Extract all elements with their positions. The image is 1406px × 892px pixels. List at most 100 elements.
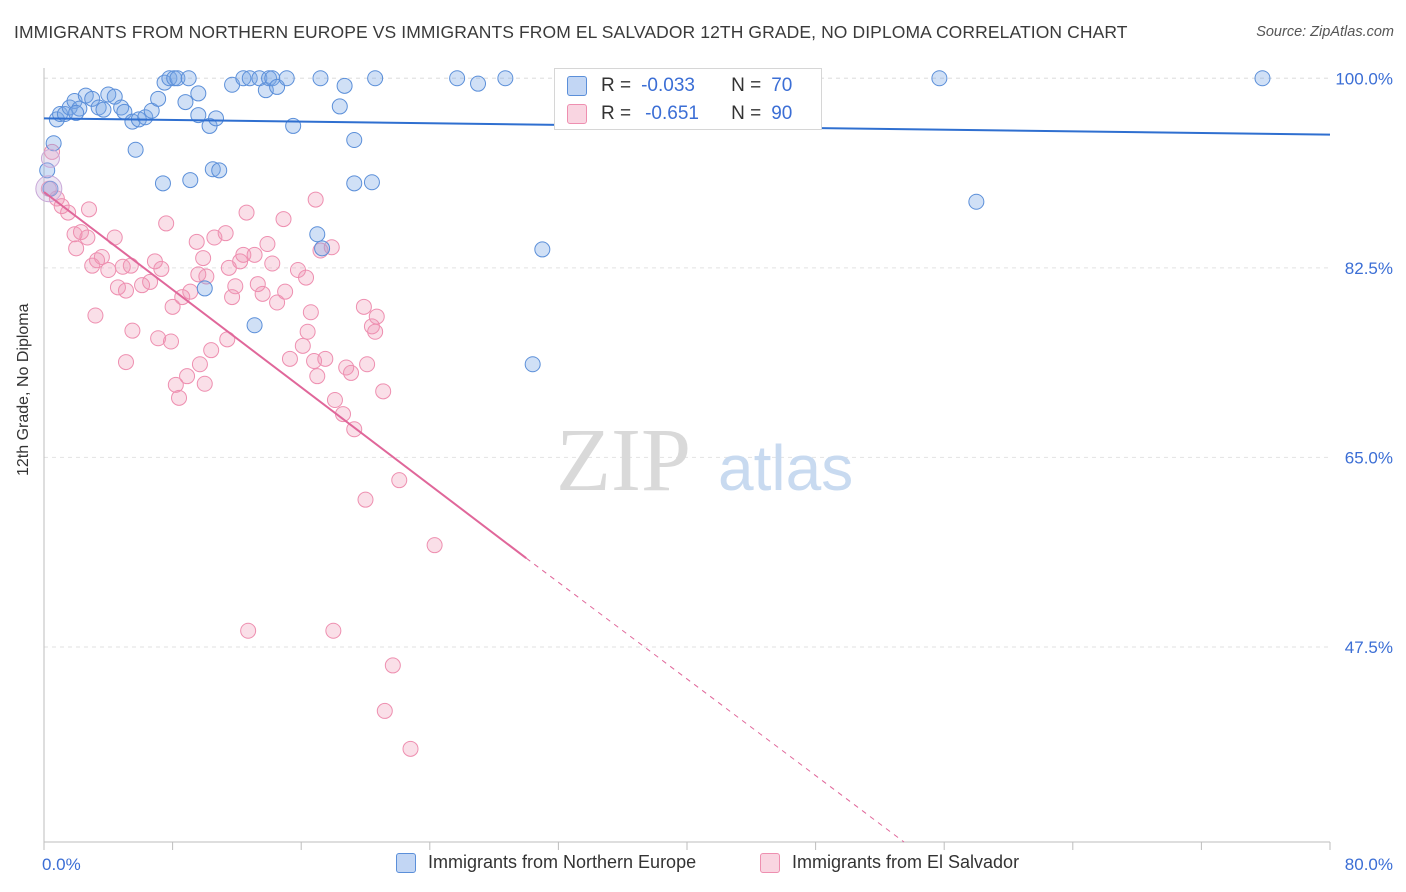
x-tick-label-max: 80.0% — [1345, 855, 1393, 874]
point-el-salvador-11 — [93, 249, 110, 265]
point-el-salvador-82 — [376, 702, 393, 719]
point-el-salvador-60 — [298, 269, 315, 286]
point-el-salvador-58 — [277, 283, 294, 300]
point-northern-europe-55 — [363, 174, 380, 191]
point-el-salvador-86 — [367, 323, 384, 340]
point-northern-europe-50 — [154, 175, 171, 192]
legend-item-el-salvador: Immigrants from El Salvador — [760, 852, 1019, 873]
stats-r-value-blue: -0.033 — [641, 75, 695, 96]
point-northern-europe-63 — [246, 317, 263, 334]
point-el-salvador-14 — [100, 262, 117, 278]
point-el-salvador-79 — [391, 472, 408, 489]
point-northern-europe-31 — [235, 70, 252, 87]
point-el-salvador-85 — [325, 622, 342, 639]
point-el-salvador-68 — [317, 350, 334, 367]
point-northern-europe-8 — [71, 100, 88, 117]
axes — [43, 68, 1331, 850]
point-el-salvador-20 — [124, 322, 141, 339]
point-el-salvador-38 — [203, 342, 220, 359]
point-northern-europe-62 — [196, 280, 213, 297]
stats-r-value-pink: -0.651 — [645, 103, 699, 124]
point-el-salvador-56 — [249, 276, 266, 293]
point-northern-europe-2 — [45, 135, 62, 152]
y-tick-label-3: 100.0% — [1335, 69, 1393, 88]
point-el-salvador-52 — [254, 285, 271, 302]
legend-label-northern-europe: Immigrants from Northern Europe — [428, 852, 697, 872]
point-overlap-medium — [40, 148, 60, 168]
y-tick-label-0: 47.5% — [1345, 638, 1393, 657]
point-northern-europe-49 — [127, 141, 144, 158]
point-el-salvador-87 — [299, 323, 316, 340]
point-el-salvador-48 — [235, 246, 252, 263]
point-overlap-large — [35, 175, 63, 203]
point-northern-europe-51 — [204, 161, 221, 178]
point-el-salvador-53 — [264, 255, 281, 272]
point-el-salvador-75 — [375, 383, 392, 400]
point-northern-europe-38 — [278, 70, 295, 87]
point-el-salvador-21 — [117, 354, 134, 371]
watermark-atlas: atlas — [718, 432, 853, 504]
legend-item-northern-europe: Immigrants from Northern Europe — [396, 852, 696, 873]
stats-n-label-blue: N = — [731, 75, 762, 96]
point-el-salvador-15 — [109, 279, 126, 296]
stats-swatch-blue — [567, 76, 587, 96]
point-el-salvador-34 — [167, 376, 184, 393]
point-el-salvador-62 — [302, 304, 319, 321]
point-northern-europe-15 — [113, 99, 130, 116]
point-el-salvador-26 — [158, 215, 175, 232]
point-northern-europe-52 — [211, 162, 228, 179]
point-northern-europe-59 — [314, 240, 331, 257]
point-el-salvador-39 — [188, 233, 205, 250]
point-el-salvador-22 — [134, 277, 151, 294]
point-northern-europe-43 — [449, 70, 466, 87]
point-el-salvador-66 — [294, 337, 311, 354]
point-el-salvador-40 — [195, 250, 212, 267]
point-el-salvador-25 — [153, 260, 170, 277]
point-northern-europe-32 — [241, 70, 258, 87]
point-el-salvador-72 — [355, 298, 372, 315]
point-el-salvador-80 — [426, 537, 443, 554]
point-el-salvador-31 — [182, 283, 199, 300]
point-el-salvador-13 — [87, 307, 104, 324]
point-northern-europe-36 — [264, 70, 281, 87]
point-el-salvador-51 — [246, 246, 263, 263]
point-el-salvador-33 — [198, 268, 215, 285]
point-el-salvador-54 — [259, 236, 276, 252]
point-northern-europe-17 — [124, 113, 141, 130]
point-northern-europe-69 — [68, 104, 85, 121]
chart-title: IMMIGRANTS FROM NORTHERN EUROPE VS IMMIG… — [14, 22, 1128, 42]
point-northern-europe-44 — [470, 75, 487, 92]
y-tick-label-2: 82.5% — [1345, 259, 1393, 278]
tick-labels: 47.5% 65.0% 82.5% 100.0% 0.0% 80.0% — [42, 69, 1393, 874]
point-northern-europe-66 — [1254, 70, 1271, 87]
point-el-salvador-18 — [122, 257, 139, 274]
point-el-salvador-57 — [269, 294, 286, 311]
legend-label-el-salvador: Immigrants from El Salvador — [792, 852, 1020, 872]
point-el-salvador-89 — [338, 359, 355, 376]
point-northern-europe-58 — [309, 226, 326, 243]
point-northern-europe-56 — [346, 132, 363, 148]
point-el-salvador-83 — [402, 740, 419, 757]
legend: Immigrants from Northern Europe Immigran… — [0, 852, 1406, 878]
point-el-salvador-23 — [142, 273, 159, 290]
stats-n-label-pink: N = — [731, 103, 762, 124]
point-northern-europe-28 — [190, 107, 207, 124]
point-el-salvador-36 — [179, 368, 196, 385]
point-northern-europe-13 — [100, 86, 117, 103]
point-el-salvador-50 — [238, 204, 255, 221]
point-northern-europe-42 — [367, 70, 384, 87]
point-el-salvador-78 — [357, 491, 374, 508]
grid-lines — [44, 77, 1330, 648]
point-el-salvador-65 — [281, 350, 298, 367]
point-el-salvador-27 — [150, 330, 167, 347]
point-northern-europe-0 — [39, 162, 56, 179]
point-el-salvador-49 — [224, 289, 241, 306]
point-el-salvador-17 — [117, 282, 134, 299]
point-northern-europe-64 — [931, 70, 948, 87]
point-el-salvador-29 — [164, 298, 181, 315]
point-northern-europe-23 — [161, 70, 178, 87]
point-northern-europe-61 — [524, 356, 541, 373]
point-northern-europe-21 — [150, 90, 167, 107]
stats-row-pink: R = -0.651 N = 90 — [567, 101, 792, 127]
